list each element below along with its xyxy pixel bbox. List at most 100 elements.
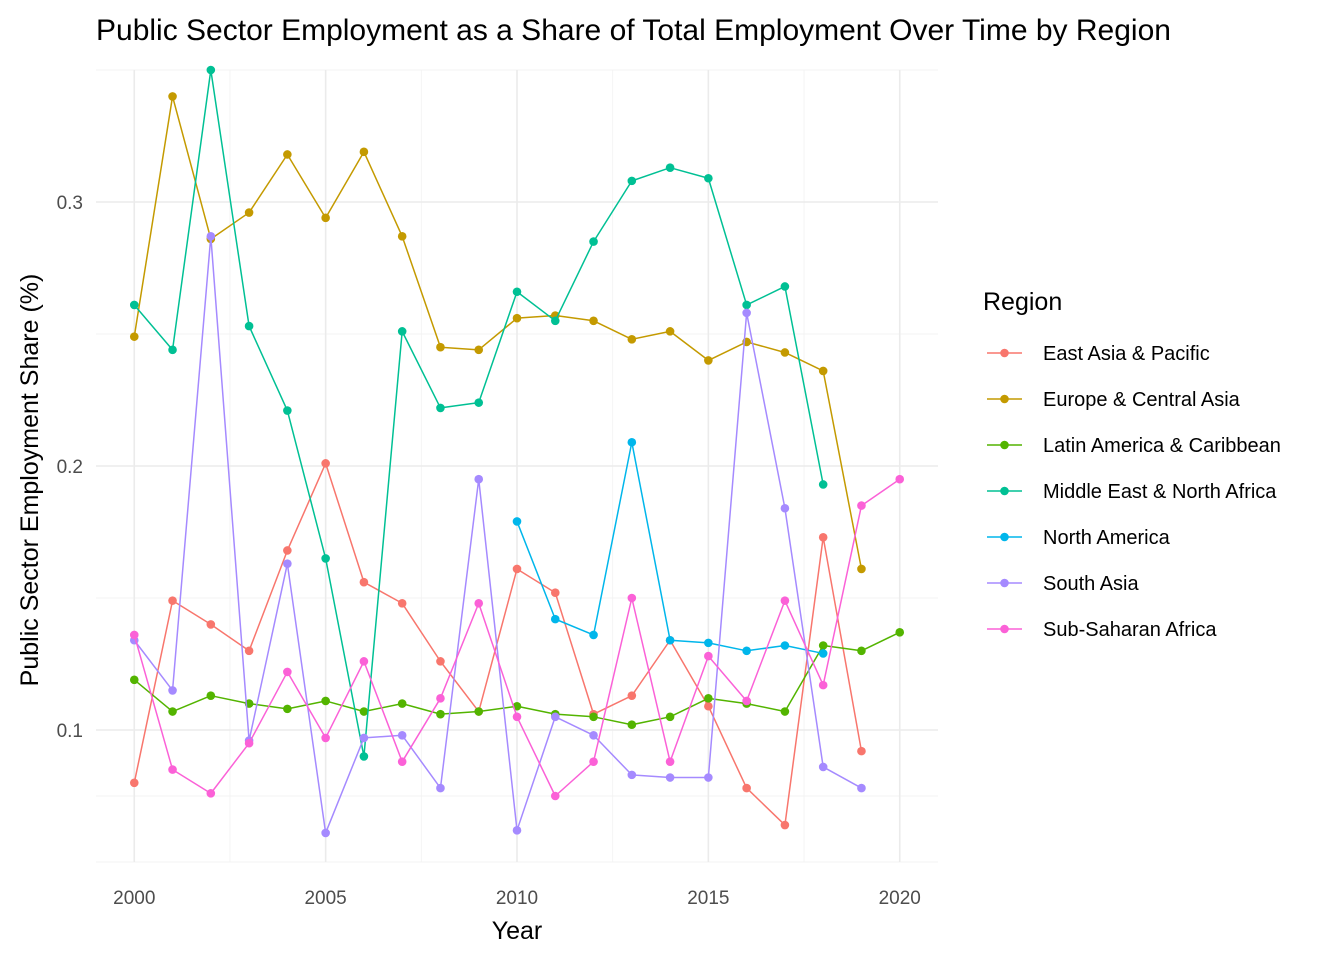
data-point xyxy=(397,232,407,241)
gridlines xyxy=(96,69,938,863)
data-point xyxy=(895,474,905,484)
data-point xyxy=(742,696,751,706)
data-point xyxy=(818,532,828,542)
data-point xyxy=(283,667,292,677)
x-axis-ticks: 2000 2005 2010 2015 2020 xyxy=(113,888,921,909)
data-point xyxy=(665,163,675,172)
data-point xyxy=(550,316,560,326)
legend-item: Europe & Central Asia xyxy=(987,389,1241,411)
data-point xyxy=(857,746,866,756)
legend-item: South Asia xyxy=(987,573,1140,595)
data-point xyxy=(321,213,330,223)
data-point xyxy=(895,628,905,637)
data-point xyxy=(168,707,177,716)
data-point xyxy=(436,403,445,413)
data-point xyxy=(168,345,177,355)
legend-label: South Asia xyxy=(1043,573,1140,595)
data-point xyxy=(704,651,713,661)
legend-label: Middle East & North Africa xyxy=(1043,481,1277,503)
legend-key-point xyxy=(1000,348,1009,358)
data-point xyxy=(780,641,790,650)
data-point xyxy=(129,675,139,685)
data-point xyxy=(436,342,445,352)
legend-label: Sub-Saharan Africa xyxy=(1043,619,1217,641)
legend-label: East Asia & Pacific xyxy=(1043,343,1210,365)
data-point xyxy=(359,707,369,716)
data-point xyxy=(321,459,330,468)
data-point xyxy=(742,308,751,318)
series-line xyxy=(133,69,824,758)
x-tick-label: 2015 xyxy=(687,888,729,909)
data-point xyxy=(780,503,790,513)
y-tick-label: 0.2 xyxy=(57,457,83,478)
x-tick-label: 2010 xyxy=(496,888,538,909)
data-point xyxy=(857,501,866,510)
series-line xyxy=(133,235,862,834)
data-point xyxy=(129,300,139,310)
data-point xyxy=(704,694,713,703)
legend-key-point xyxy=(1000,440,1009,450)
data-point xyxy=(818,480,828,489)
data-point xyxy=(550,791,560,801)
data-point xyxy=(244,646,254,656)
data-point xyxy=(512,712,522,722)
data-point xyxy=(206,789,216,798)
legend-key-point xyxy=(1000,486,1009,496)
data-point xyxy=(742,300,751,310)
data-point xyxy=(168,92,177,101)
data-point xyxy=(627,334,637,344)
legend-key-point xyxy=(1000,394,1009,404)
y-axis-ticks: 0.1 0.2 0.3 xyxy=(57,193,83,742)
data-point xyxy=(283,546,292,555)
legend-label: Europe & Central Asia xyxy=(1043,389,1241,411)
legend-key-point xyxy=(1000,624,1009,634)
data-point xyxy=(512,313,522,323)
data-point xyxy=(780,596,790,605)
data-point xyxy=(512,564,522,574)
data-point xyxy=(512,826,522,835)
data-point xyxy=(704,173,713,183)
y-tick-label: 0.1 xyxy=(57,721,83,742)
data-point xyxy=(665,757,675,766)
data-point xyxy=(665,635,675,645)
data-point xyxy=(397,327,407,336)
x-tick-label: 2000 xyxy=(113,888,155,909)
data-point xyxy=(321,554,330,563)
data-point xyxy=(359,147,369,157)
series-6 xyxy=(129,474,905,801)
series-0 xyxy=(129,459,866,830)
data-point xyxy=(244,738,254,748)
series-4 xyxy=(512,437,828,658)
data-point xyxy=(129,630,139,640)
series-3 xyxy=(129,65,828,761)
data-point xyxy=(665,773,675,782)
legend-title: Region xyxy=(983,288,1062,316)
x-tick-label: 2005 xyxy=(304,888,346,909)
data-point xyxy=(857,564,866,574)
x-tick-label: 2020 xyxy=(879,888,921,909)
data-point xyxy=(206,691,216,700)
data-point xyxy=(397,730,407,740)
data-point xyxy=(589,630,598,640)
series-5 xyxy=(129,232,866,838)
data-point xyxy=(397,757,407,766)
data-point xyxy=(244,321,254,331)
series-group xyxy=(129,65,905,838)
x-axis-title: Year xyxy=(492,917,543,945)
legend-item: Sub-Saharan Africa xyxy=(987,619,1217,641)
data-point xyxy=(283,406,292,415)
data-point xyxy=(474,398,484,407)
data-point xyxy=(780,707,790,716)
series-line xyxy=(133,462,863,826)
data-point xyxy=(704,356,713,365)
data-point xyxy=(627,691,637,700)
data-point xyxy=(512,517,522,526)
data-point xyxy=(857,646,866,656)
data-point xyxy=(244,208,254,217)
data-point xyxy=(550,588,560,598)
data-point xyxy=(359,577,369,587)
data-point xyxy=(321,733,330,743)
data-point xyxy=(818,641,828,650)
data-point xyxy=(818,762,828,772)
legend-label: North America xyxy=(1043,527,1171,549)
